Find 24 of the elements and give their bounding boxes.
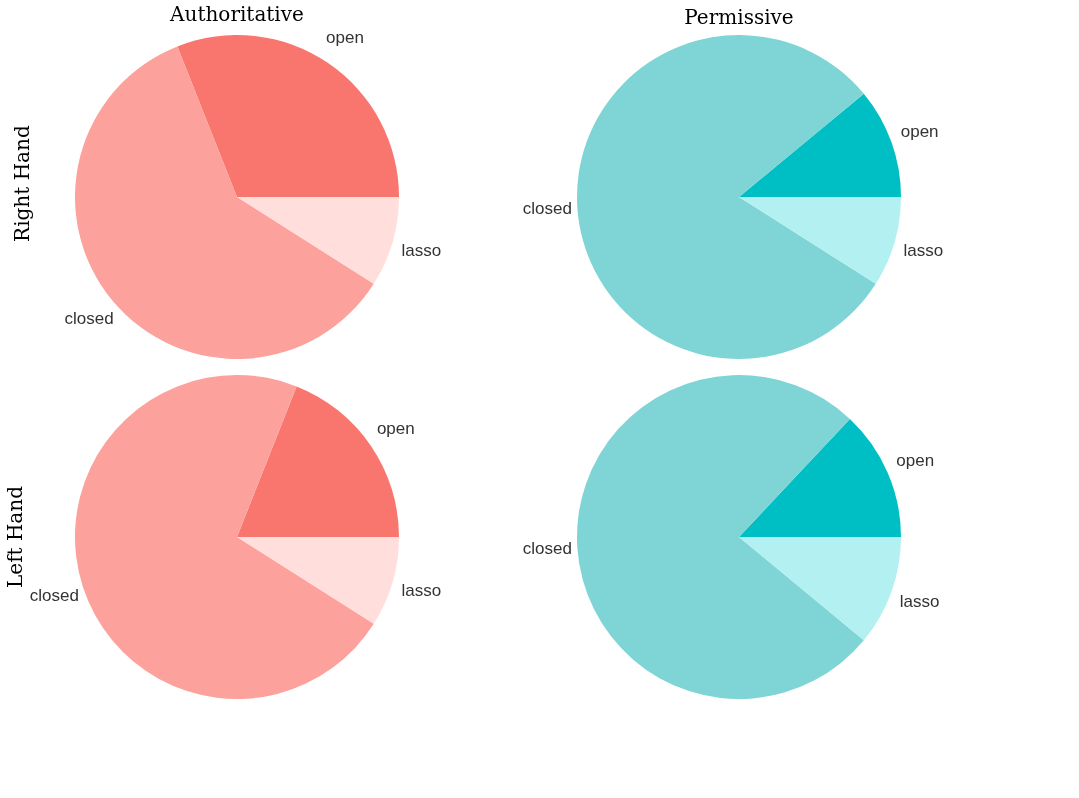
pie-slice xyxy=(739,537,901,641)
slice-label: closed xyxy=(522,539,572,559)
slice-label: lasso xyxy=(401,580,442,600)
pie-slice xyxy=(237,197,399,284)
text: Right Hand xyxy=(10,125,34,242)
slice-label: open xyxy=(900,121,939,141)
pie-slice xyxy=(577,35,876,359)
slice-label: closed xyxy=(29,586,79,606)
pie-slice xyxy=(739,197,901,284)
pie-slice xyxy=(739,93,901,197)
slice-label: open xyxy=(376,419,415,439)
chart-title: Authoritative xyxy=(169,2,304,27)
slice-label: closed xyxy=(522,199,572,219)
pie-slice xyxy=(177,35,399,197)
slice-label: lasso xyxy=(899,592,940,612)
slice-label: lasso xyxy=(401,240,442,260)
slice-label: closed xyxy=(64,309,114,329)
slice-label: lasso xyxy=(903,240,944,260)
chart-title: Permissive xyxy=(684,5,794,29)
slice-label: open xyxy=(326,28,364,48)
slice-label: open xyxy=(896,450,935,470)
pie-slice xyxy=(237,537,399,624)
pie-slice xyxy=(577,375,864,699)
text: Left Hand xyxy=(2,485,27,588)
